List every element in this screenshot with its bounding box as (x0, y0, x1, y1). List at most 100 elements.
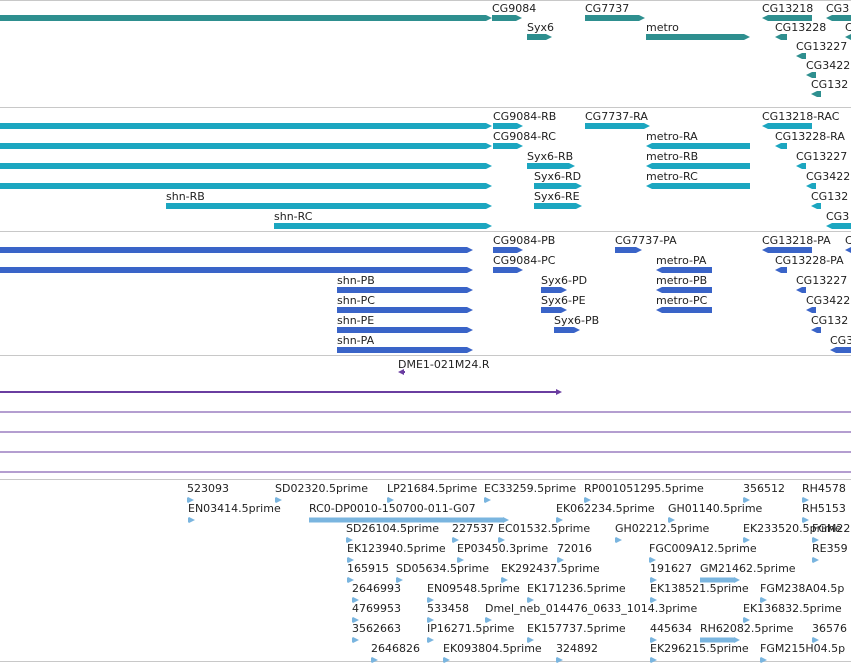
cds-bar[interactable] (762, 247, 812, 253)
cds-bar[interactable] (656, 307, 712, 313)
mrnas-bar[interactable] (534, 203, 582, 209)
ests-bar[interactable] (812, 636, 819, 643)
clones-bar[interactable] (0, 469, 851, 475)
mrnas-bar[interactable] (775, 143, 787, 149)
mrnas-bar[interactable] (0, 183, 492, 189)
ests-bar[interactable] (812, 536, 819, 543)
ests-bar[interactable] (668, 516, 675, 523)
mrnas-bar[interactable] (646, 143, 750, 149)
ests-bar[interactable] (650, 596, 657, 603)
cds-bar[interactable] (541, 307, 567, 313)
genes-bar[interactable] (796, 53, 806, 59)
ests-bar[interactable] (743, 496, 750, 503)
genes-bar[interactable] (0, 15, 492, 21)
ests-bar[interactable] (309, 516, 509, 523)
ests-bar[interactable] (760, 656, 767, 663)
ests-bar[interactable] (700, 576, 740, 583)
ests-bar[interactable] (387, 496, 394, 503)
mrnas-bar[interactable] (646, 163, 750, 169)
ests-bar[interactable] (650, 576, 657, 583)
mrnas-bar[interactable] (0, 123, 492, 129)
mrnas-bar[interactable] (585, 123, 650, 129)
ests-bar[interactable] (347, 576, 354, 583)
ests-bar[interactable] (650, 656, 657, 663)
clones-bar[interactable] (398, 369, 405, 375)
cds-bar[interactable] (337, 307, 473, 313)
ests-bar[interactable] (352, 636, 359, 643)
clones-bar[interactable] (0, 409, 851, 415)
ests-bar[interactable] (556, 656, 563, 663)
genes-bar[interactable] (527, 34, 552, 40)
mrnas-bar[interactable] (826, 223, 851, 229)
ests-bar[interactable] (352, 596, 359, 603)
cds-bar[interactable] (830, 347, 851, 353)
ests-bar[interactable] (556, 516, 563, 523)
mrnas-bar[interactable] (646, 183, 750, 189)
cds-bar[interactable] (337, 347, 473, 353)
mrnas-bar[interactable] (0, 143, 492, 149)
mrnas-bar[interactable] (796, 163, 806, 169)
ests-bar[interactable] (743, 536, 750, 543)
cds-bar[interactable] (615, 247, 642, 253)
genes-bar[interactable] (845, 34, 851, 40)
genes-bar[interactable] (806, 72, 816, 78)
mrnas-bar[interactable] (493, 143, 523, 149)
cds-bar[interactable] (541, 287, 567, 293)
mrnas-bar[interactable] (527, 163, 575, 169)
ests-bar[interactable] (275, 496, 282, 503)
mrnas-bar[interactable] (806, 183, 816, 189)
ests-bar[interactable] (615, 536, 622, 543)
ests-bar[interactable] (427, 596, 434, 603)
ests-bar[interactable] (584, 496, 591, 503)
mrnas-bar[interactable] (493, 123, 523, 129)
ests-bar[interactable] (700, 636, 740, 643)
mrnas-bar[interactable] (166, 203, 492, 209)
genes-bar[interactable] (775, 34, 787, 40)
cds-bar[interactable] (775, 267, 787, 273)
clones-bar[interactable] (0, 429, 851, 435)
cds-bar[interactable] (337, 327, 473, 333)
mrnas-bar[interactable] (274, 223, 492, 229)
cds-bar[interactable] (554, 327, 580, 333)
ests-bar[interactable] (188, 516, 195, 523)
cds-bar[interactable] (493, 267, 523, 273)
ests-bar[interactable] (347, 556, 354, 563)
ests-bar[interactable] (527, 636, 534, 643)
mrnas-bar[interactable] (0, 163, 492, 169)
cds-bar[interactable] (656, 267, 712, 273)
ests-bar[interactable] (187, 496, 194, 503)
genes-bar[interactable] (585, 15, 645, 21)
ests-bar[interactable] (649, 556, 656, 563)
ests-bar[interactable] (802, 516, 809, 523)
clones-bar[interactable] (0, 389, 562, 395)
cds-bar[interactable] (0, 267, 473, 273)
genes-bar[interactable] (826, 15, 851, 21)
ests-bar[interactable] (352, 616, 359, 623)
ests-bar[interactable] (743, 616, 750, 623)
genes-bar[interactable] (492, 15, 522, 21)
ests-bar[interactable] (457, 556, 464, 563)
cds-bar[interactable] (656, 287, 712, 293)
mrnas-bar[interactable] (534, 183, 582, 189)
ests-bar[interactable] (452, 536, 459, 543)
ests-bar[interactable] (346, 536, 353, 543)
ests-bar[interactable] (501, 576, 508, 583)
ests-bar[interactable] (527, 596, 534, 603)
ests-bar[interactable] (427, 636, 434, 643)
ests-bar[interactable] (484, 496, 491, 503)
cds-bar[interactable] (493, 247, 523, 253)
ests-bar[interactable] (396, 576, 403, 583)
ests-bar[interactable] (443, 656, 450, 663)
cds-bar[interactable] (806, 307, 816, 313)
cds-bar[interactable] (0, 247, 473, 253)
ests-bar[interactable] (650, 636, 657, 643)
ests-bar[interactable] (812, 556, 819, 563)
clones-bar[interactable] (0, 449, 851, 455)
ests-bar[interactable] (760, 596, 767, 603)
genes-bar[interactable] (811, 91, 821, 97)
mrnas-bar[interactable] (762, 123, 812, 129)
ests-bar[interactable] (802, 496, 809, 503)
mrnas-bar[interactable] (811, 203, 821, 209)
ests-bar[interactable] (371, 656, 378, 663)
ests-bar[interactable] (485, 616, 492, 623)
